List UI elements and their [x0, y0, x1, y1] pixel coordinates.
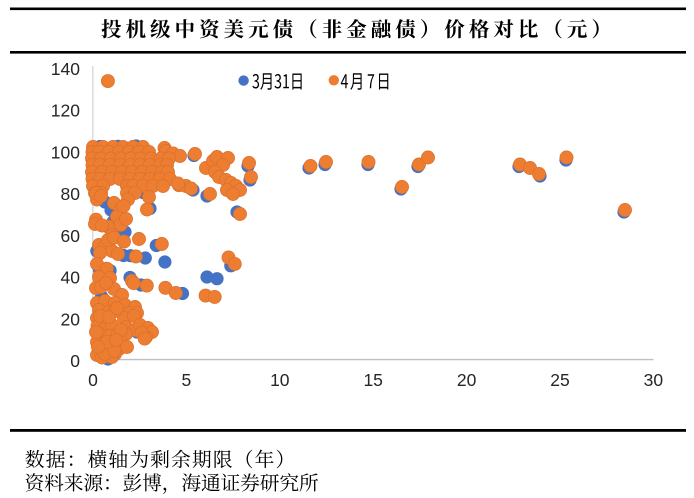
svg-text:0: 0 — [70, 351, 80, 371]
svg-text:0: 0 — [88, 370, 98, 390]
svg-text:120: 120 — [51, 101, 80, 121]
svg-text:140: 140 — [51, 59, 80, 79]
svg-text:100: 100 — [51, 142, 80, 162]
svg-text:30: 30 — [644, 370, 664, 390]
svg-text:25: 25 — [550, 370, 569, 390]
svg-text:20: 20 — [61, 309, 81, 329]
svg-text:40: 40 — [61, 268, 81, 288]
svg-text:60: 60 — [61, 226, 81, 246]
svg-text:10: 10 — [270, 370, 290, 390]
svg-text:80: 80 — [61, 184, 81, 204]
svg-text:5: 5 — [182, 370, 192, 390]
svg-text:15: 15 — [363, 370, 382, 390]
svg-text:20: 20 — [457, 370, 477, 390]
